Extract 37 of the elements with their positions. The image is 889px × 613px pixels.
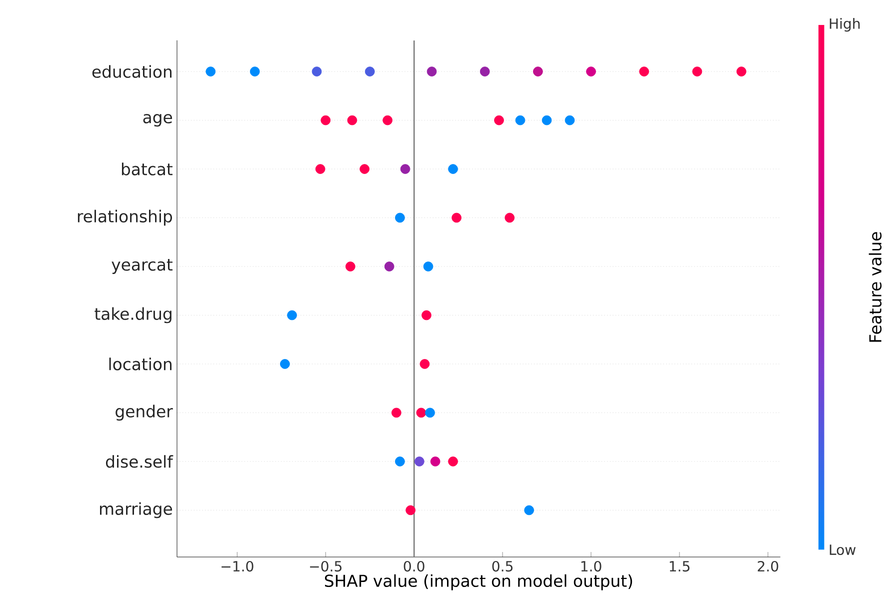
y-tick-label: gender — [116, 404, 173, 421]
point — [452, 212, 462, 223]
x-tick-label: 1.0 — [581, 560, 602, 572]
point — [360, 164, 370, 174]
point — [420, 359, 430, 369]
x-tick-label: 0.5 — [492, 560, 513, 572]
y-tick-label: education — [92, 65, 172, 78]
point — [692, 66, 702, 76]
point — [347, 115, 358, 126]
point — [414, 456, 424, 466]
point — [586, 66, 596, 76]
x-tick-label: 1.5 — [670, 561, 690, 572]
y-tick-label: batcat — [122, 162, 172, 176]
y-tick-label: dise.self — [106, 455, 174, 468]
point — [736, 66, 746, 76]
y-tick-label: age — [143, 114, 172, 127]
color-bar-label: High — [830, 18, 860, 32]
point — [448, 456, 458, 466]
x-tick-label: −1.0 — [222, 560, 254, 572]
point — [312, 66, 322, 76]
x-axis-title: SHAP value (impact on model output) — [324, 574, 632, 590]
y-tick-label: yearcat — [112, 259, 173, 274]
x-tick-label: 2.0 — [758, 560, 778, 572]
color-bar-title: Feature value — [868, 232, 882, 342]
y-tick-label: marriage — [100, 502, 172, 518]
point — [364, 66, 375, 76]
x-tick-label: 0.0 — [404, 560, 424, 572]
y-tick-label: take.drug — [94, 307, 172, 324]
point — [533, 66, 543, 76]
point — [422, 310, 432, 320]
point — [416, 408, 426, 418]
y-tick-label: location — [109, 358, 172, 370]
x-tick-label: −0.5 — [310, 560, 342, 572]
point — [639, 66, 650, 76]
point — [494, 115, 504, 126]
color-bar-label: Low — [830, 544, 856, 556]
y-tick-label: relationship — [78, 210, 172, 226]
